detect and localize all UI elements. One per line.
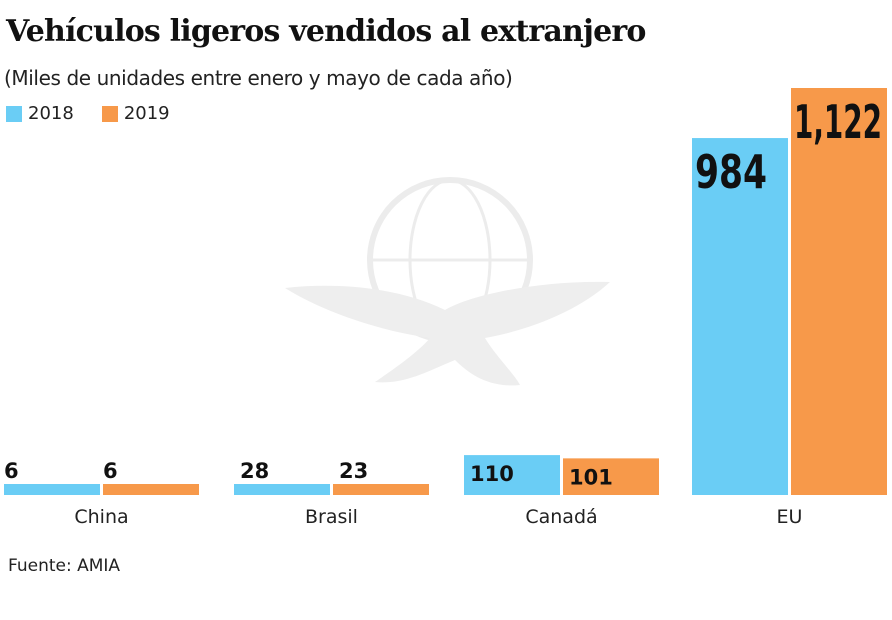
category-label-brasil: Brasil [305,506,358,528]
data-label-china-2018: 6 [4,459,19,483]
data-label-canadá-2019: 101 [569,465,613,489]
bar-eu-2019 [791,88,887,495]
bar-china-2019 [103,484,199,495]
source-note: Fuente: AMIA [8,556,121,576]
data-label-canadá-2018: 110 [470,462,514,486]
chart-title: Vehículos ligeros vendidos al extranjero [6,14,646,49]
bar-eu-2018 [692,138,788,495]
bar-brasil-2018 [234,484,330,495]
data-label-eu-2018: 984 [695,145,767,199]
bar-canadá-2019 [563,458,659,495]
legend-swatch-2019 [101,105,118,122]
category-label-eu: EU [777,506,803,528]
data-label-eu-2019: 1,122 [794,95,882,149]
bar-brasil-2019 [333,484,429,495]
data-label-brasil-2018: 28 [240,459,269,483]
data-label-brasil-2019: 23 [339,459,368,483]
bar-china-2018 [4,484,100,495]
legend-item-2018: 2018 [6,103,74,124]
legend-swatch-2018 [6,105,22,122]
data-label-china-2019: 6 [103,459,118,483]
legend-item-2019: 2019 [101,103,170,124]
category-label-china: China [74,506,128,528]
legend-label-2018: 2018 [28,103,74,124]
legend-label-2019: 2019 [123,103,170,124]
chart-subtitle: (Miles de unidades entre enero y mayo de… [4,66,513,90]
eagle-globe-icon [285,177,610,386]
category-label-canadá: Canadá [525,506,597,528]
legend: 2018 2019 [6,103,198,124]
bar-canadá-2018 [464,455,560,495]
